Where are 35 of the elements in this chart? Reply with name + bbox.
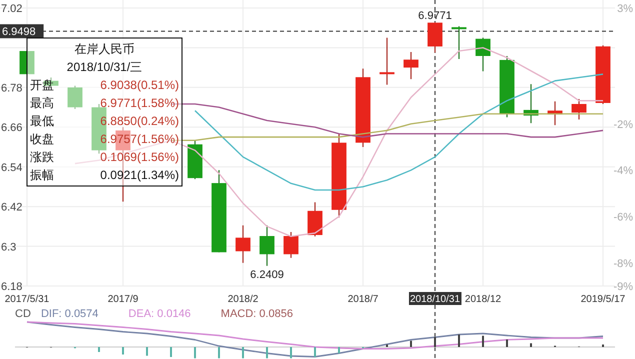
y-tick-label: 6.54	[1, 162, 22, 174]
x-tick-label: 2018/7	[348, 294, 379, 305]
y2-tick-label: -8%	[613, 258, 634, 270]
ref-line-label: 6.9498	[2, 26, 36, 38]
y2-tick-label: -9%	[613, 281, 634, 293]
annotation: 6.2409	[250, 268, 284, 281]
x-tick-label: 2018/12	[464, 294, 502, 305]
y-tick-label: 6.42	[1, 202, 22, 214]
y2-tick-label: -6%	[613, 212, 634, 224]
x-tick-label: 2019/5/17	[580, 294, 626, 305]
annotation: 2018/10/31/三	[66, 60, 142, 74]
x-tick-label: 2017/9	[108, 294, 139, 305]
text: 收盘 6.9757(1.56%)	[30, 132, 179, 146]
text: 振幅 0.0921(1.34%)	[30, 168, 179, 182]
x-tick-label: 2017/5/31	[4, 294, 50, 305]
y-tick-label: 7.02	[1, 3, 22, 15]
y-tick-label: 6.66	[1, 122, 22, 134]
y-tick-label: 6.3	[1, 241, 16, 254]
x-tick-label: 2018/2	[228, 294, 259, 305]
text: 开盘 6.9038(0.51%)	[30, 78, 179, 92]
y2-tick-label: -4%	[613, 165, 634, 178]
y-tick-label: 6.78	[1, 82, 22, 94]
series-label: DIF: 0.0574	[40, 308, 98, 320]
annotation: 在岸人民币	[74, 42, 134, 56]
text: 涨跌 0.1069(1.56%)	[30, 150, 179, 164]
text: MACD: 0.0856	[220, 308, 293, 320]
y2-tick-label: -2%	[613, 118, 634, 131]
y-tick-label: 6.18	[1, 281, 22, 293]
annotation: 6.9771	[418, 10, 452, 22]
y2-tick-label: 3%	[617, 3, 634, 15]
x-tick-label: 2018/10/31	[410, 294, 460, 305]
chart-title: CD	[15, 308, 31, 320]
text: 最高 6.9771(1.58%)	[30, 96, 179, 110]
series-label: DEA: 0.0146	[128, 308, 191, 320]
text: 最低 6.8850(0.24%)	[30, 114, 179, 128]
